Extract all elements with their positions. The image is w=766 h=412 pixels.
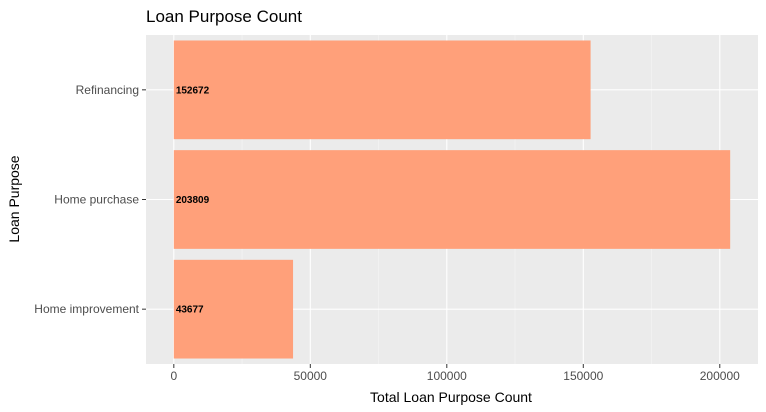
bar (173, 40, 591, 140)
x-tick-label: 150000 (563, 369, 603, 383)
x-tick-label: 100000 (427, 369, 467, 383)
x-tick-label: 0 (170, 369, 177, 383)
y-axis-title: Loan Purpose (6, 155, 22, 242)
y-tick-label: Home improvement (34, 302, 139, 316)
x-axis-title: Total Loan Purpose Count (370, 389, 532, 405)
bar-value-label: 203809 (176, 195, 210, 206)
bar-value-label: 43677 (176, 305, 204, 316)
bars (173, 40, 731, 359)
x-tick-label: 50000 (294, 369, 328, 383)
bar-value-label: 152672 (176, 85, 210, 96)
bar (173, 150, 731, 249)
bar (173, 259, 294, 359)
x-axis: 0 50000 100000 150000 200000 (170, 364, 740, 383)
chart-title: Loan Purpose Count (146, 7, 302, 26)
y-tick-label: Refinancing (76, 83, 139, 97)
y-axis: Refinancing Home purchase Home improvement (34, 83, 146, 316)
bar-value-labels: 152672 203809 43677 (176, 85, 210, 315)
x-tick-label: 200000 (700, 369, 740, 383)
y-tick-label: Home purchase (54, 193, 139, 207)
